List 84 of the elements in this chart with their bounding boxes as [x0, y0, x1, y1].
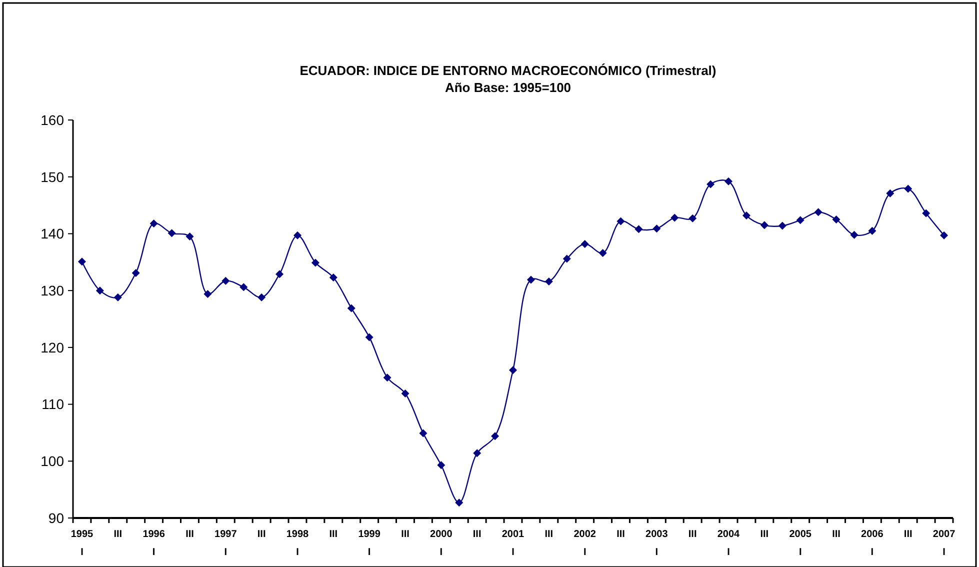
point — [365, 333, 374, 342]
x-tick-label: 2005 I — [789, 529, 812, 558]
y-tick-label: 150 — [40, 168, 64, 185]
point — [670, 214, 679, 222]
point — [473, 449, 482, 458]
point — [311, 258, 320, 267]
chart-title: ECUADOR: INDICE DE ENTORNO MACROECONÓMICO (Trimestral) — [300, 63, 716, 78]
point — [724, 177, 733, 186]
point — [455, 498, 464, 507]
x-tick-label: 1996 I — [142, 529, 166, 558]
y-tick-label: 120 — [40, 339, 64, 356]
y-tick-label: 110 — [42, 396, 64, 412]
point — [814, 208, 822, 216]
point — [544, 277, 553, 286]
y-tick-label: 90 — [48, 510, 64, 526]
point — [150, 219, 158, 228]
point — [401, 389, 410, 398]
x-tick-label: III — [616, 529, 626, 540]
point — [114, 293, 122, 302]
point — [634, 225, 643, 234]
point — [276, 270, 284, 278]
point — [437, 461, 446, 470]
x-tick-label: III — [257, 529, 266, 540]
point — [240, 283, 248, 292]
point — [796, 216, 804, 224]
point — [652, 224, 661, 233]
point — [760, 221, 768, 230]
x-tick-label: 2001 I — [502, 529, 525, 558]
point — [347, 304, 356, 312]
x-tick-label: III — [401, 529, 410, 540]
y-tick-label: 130 — [40, 282, 64, 298]
point — [383, 374, 392, 382]
point — [742, 212, 750, 220]
point — [922, 209, 930, 218]
point — [616, 217, 625, 226]
point — [562, 254, 571, 263]
point — [904, 184, 912, 193]
x-tick-label: III — [760, 529, 769, 540]
x-tick-label: III — [688, 529, 697, 540]
x-tick-label: 2000 I — [430, 529, 453, 558]
point — [132, 268, 140, 277]
chart-subtitle: Año Base: 1995=100 — [444, 80, 572, 95]
point — [778, 222, 786, 230]
point — [940, 231, 948, 240]
point — [258, 293, 266, 302]
point — [96, 286, 104, 295]
point — [706, 180, 715, 188]
x-tick-label: 2006 I — [861, 529, 884, 558]
x-tick-label: III — [544, 529, 554, 540]
x-tick-label: 1997 I — [214, 529, 238, 558]
point — [204, 290, 212, 298]
point — [886, 189, 894, 198]
x-tick-label: 1998 I — [286, 529, 310, 558]
point — [491, 432, 500, 440]
x-tick-label: III — [114, 529, 122, 540]
y-tick-label: 140 — [40, 226, 64, 242]
x-tick-label: III — [329, 529, 338, 540]
x-tick-label: III — [904, 529, 912, 540]
point — [850, 230, 858, 239]
point — [186, 232, 194, 241]
y-tick-label: 160 — [40, 112, 64, 128]
x-tick-label: 1995 I — [70, 529, 94, 558]
point — [598, 249, 607, 258]
point — [329, 273, 338, 282]
y-tick-label: 100 — [40, 453, 64, 470]
point — [509, 366, 517, 374]
x-tick-label: III — [832, 529, 841, 540]
x-tick-label: 1999 I — [358, 529, 381, 558]
point — [526, 276, 535, 284]
x-tick-label: III — [186, 529, 194, 540]
point — [222, 276, 230, 285]
point — [168, 229, 176, 238]
point — [580, 240, 589, 248]
x-tick-label: 2003 I — [646, 529, 668, 558]
point — [293, 231, 302, 240]
point — [868, 226, 876, 235]
point — [832, 216, 840, 224]
point — [78, 258, 86, 266]
point — [688, 214, 697, 222]
point — [419, 429, 428, 438]
x-tick-label: III — [472, 529, 482, 540]
x-tick-label: 2002 I — [574, 529, 596, 558]
x-tick-label: 2007 I — [932, 529, 956, 558]
x-tick-label: 2004 I — [717, 529, 740, 558]
